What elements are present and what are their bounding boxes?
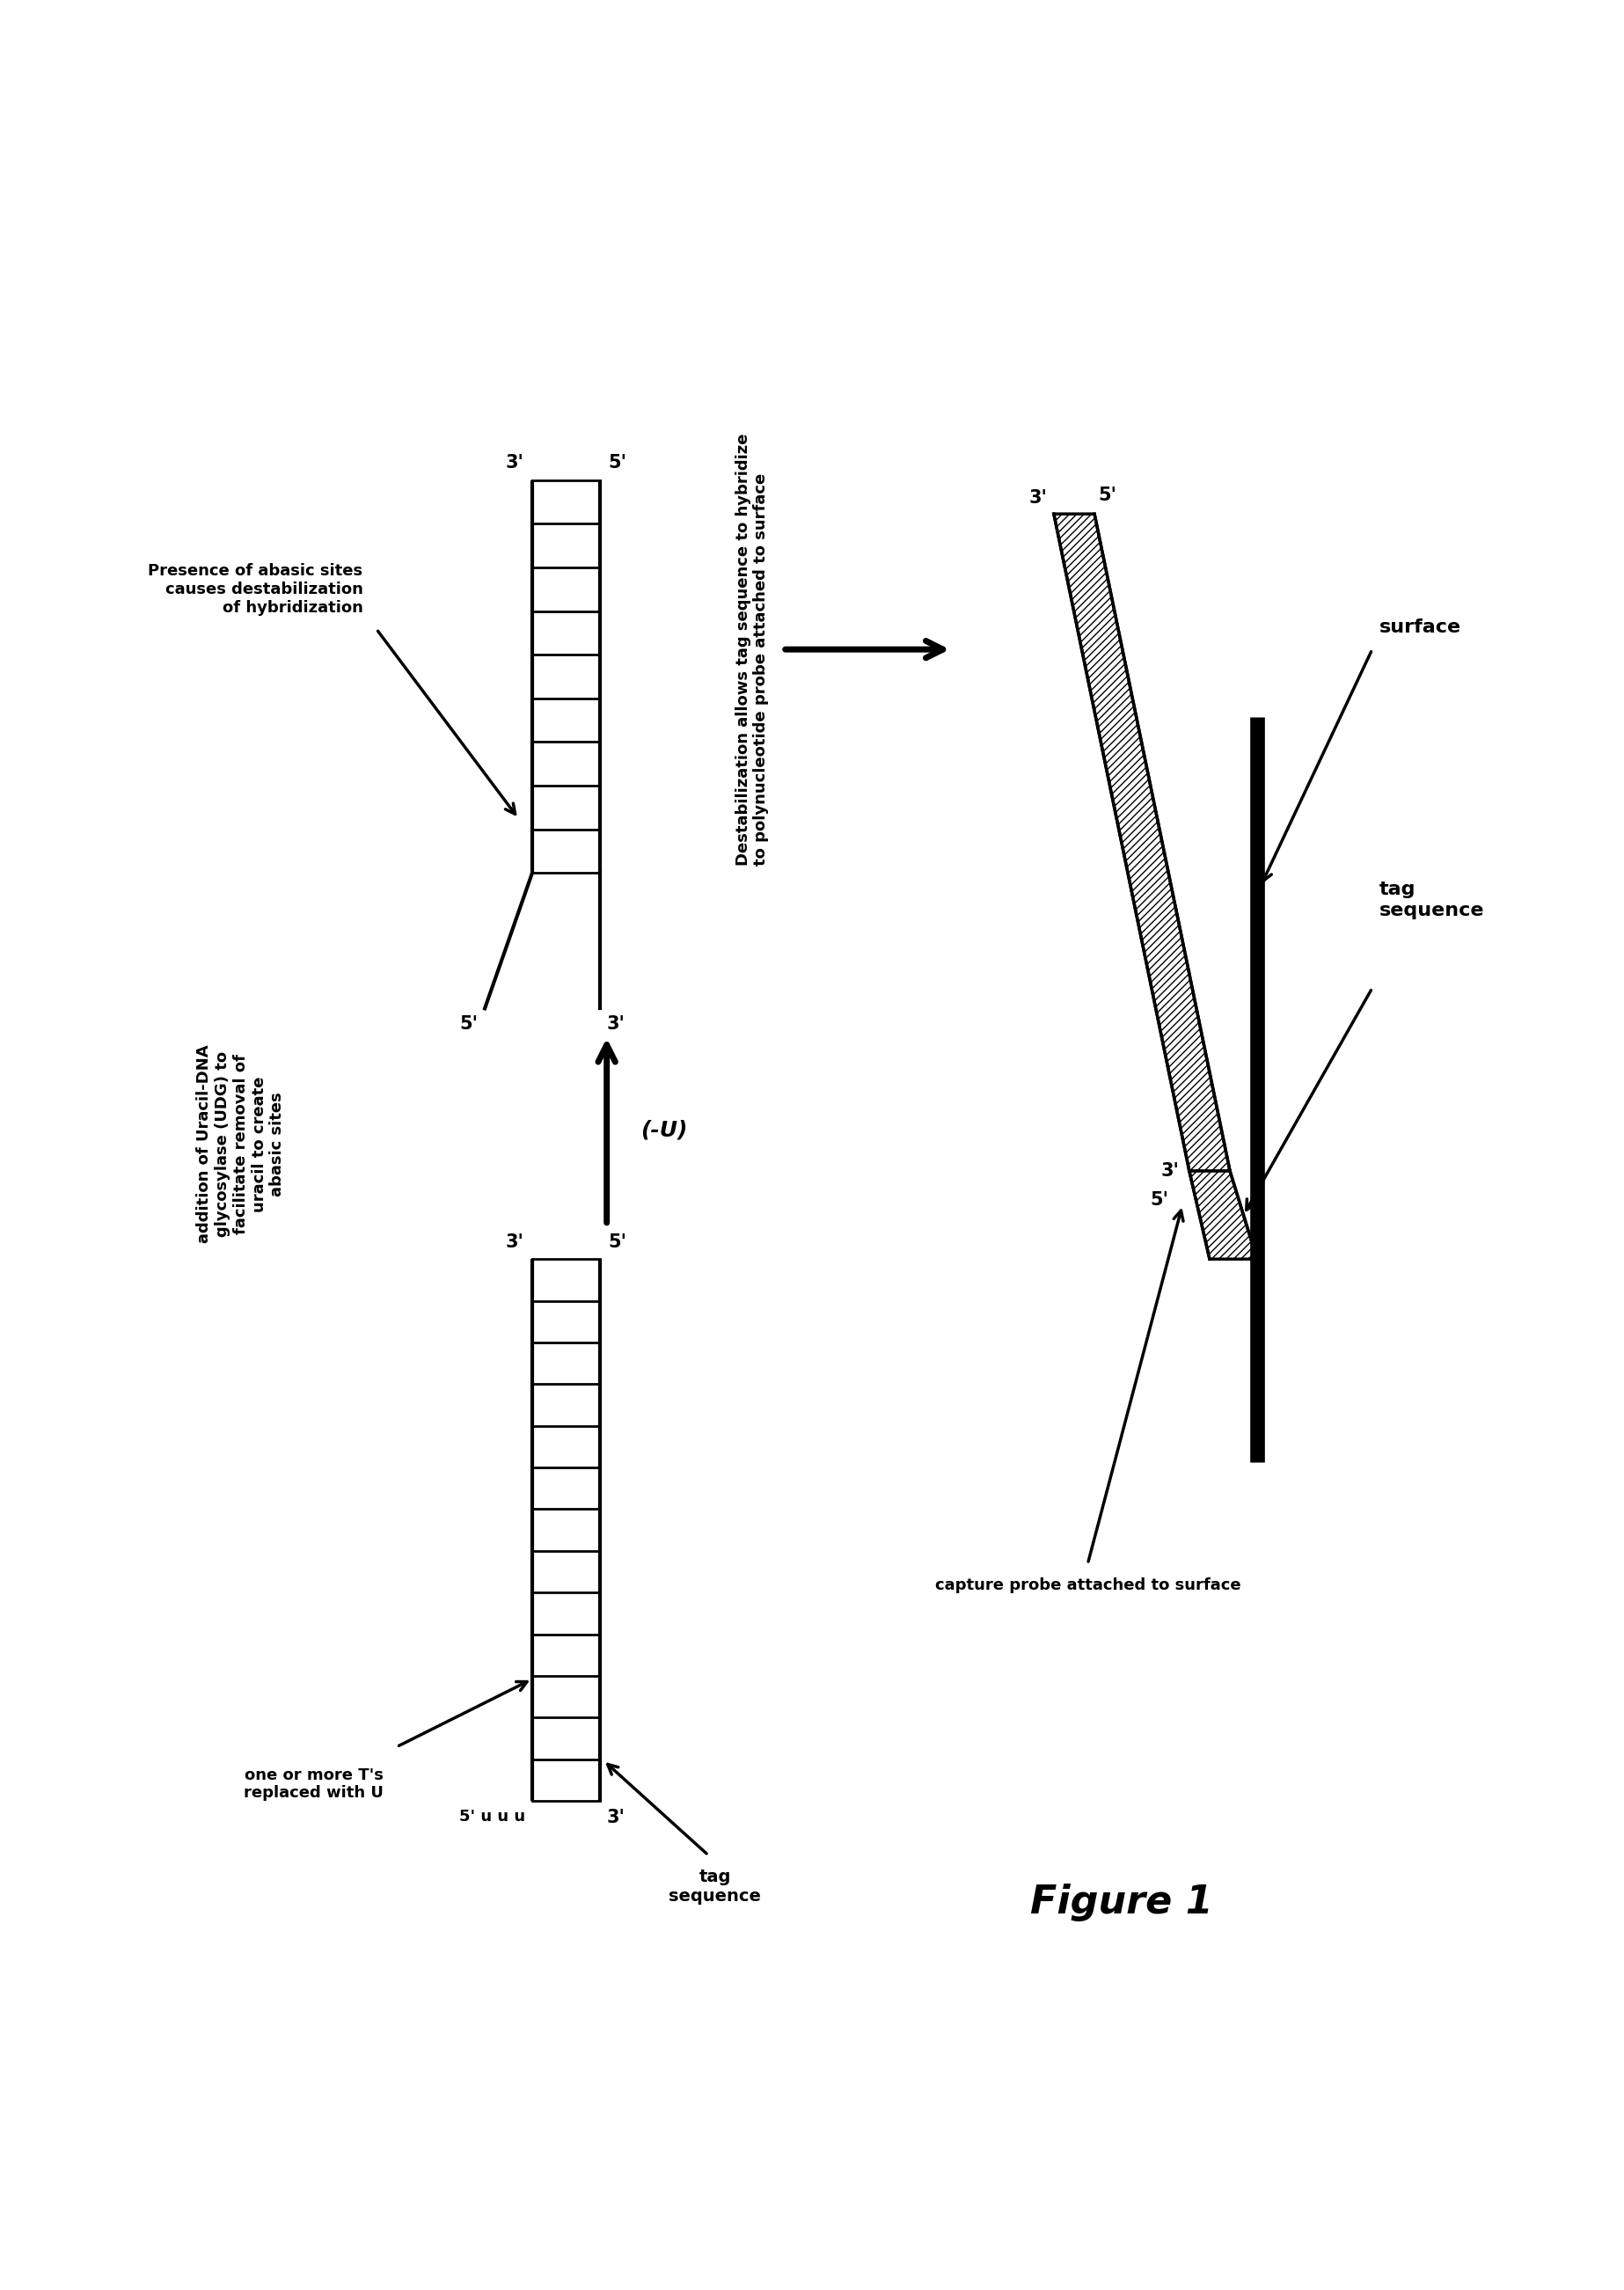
Polygon shape: [1189, 1170, 1257, 1260]
Polygon shape: [1054, 513, 1229, 1170]
Text: (-U): (-U): [640, 1120, 687, 1140]
Text: addition of Uracil-DNA
glycosylase (UDG) to
facilitate removal of
uracil to crea: addition of Uracil-DNA glycosylase (UDG)…: [197, 1044, 286, 1243]
Text: 5': 5': [607, 453, 627, 472]
Text: 5' u u u: 5' u u u: [460, 1809, 526, 1825]
Text: Figure 1: Figure 1: [1030, 1885, 1213, 1921]
Text: surface: surface: [1379, 618, 1462, 637]
Text: Presence of abasic sites
causes destabilization
of hybridization: Presence of abasic sites causes destabil…: [148, 563, 362, 616]
Text: 3': 3': [505, 1234, 525, 1250]
Text: tag
sequence: tag sequence: [669, 1869, 762, 1905]
Text: tag
sequence: tag sequence: [1379, 882, 1484, 918]
Text: capture probe attached to surface: capture probe attached to surface: [935, 1578, 1241, 1594]
Text: 5': 5': [460, 1014, 477, 1033]
Text: 3': 3': [1028, 490, 1047, 506]
Text: one or more T's
replaced with U: one or more T's replaced with U: [244, 1768, 383, 1802]
Text: 3': 3': [607, 1014, 625, 1033]
Text: 3': 3': [1161, 1163, 1179, 1179]
Text: 3': 3': [505, 453, 525, 472]
Text: Destabilization allows tag sequence to hybridize
to polynucleotide probe attache: Destabilization allows tag sequence to h…: [736, 433, 770, 866]
Text: 3': 3': [607, 1809, 625, 1827]
Text: 5': 5': [1150, 1191, 1169, 1209]
Text: 5': 5': [607, 1234, 627, 1250]
Text: 5': 5': [1098, 485, 1116, 504]
